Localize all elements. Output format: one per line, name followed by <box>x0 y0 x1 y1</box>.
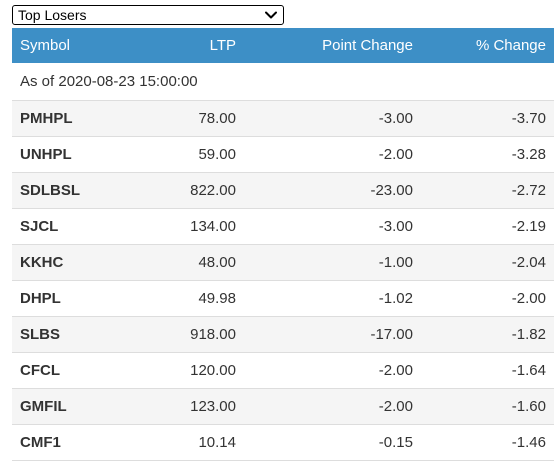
table-row: CMF1 10.14 -0.15 -1.46 <box>12 424 554 461</box>
cell-pct-change: -3.28 <box>421 136 554 173</box>
cell-ltp: 49.98 <box>130 280 244 317</box>
cell-symbol: UNHPL <box>12 136 130 173</box>
cell-point-change: -1.02 <box>244 280 421 317</box>
cell-ltp: 48.00 <box>130 244 244 281</box>
losers-table: Symbol LTP Point Change % Change As of 2… <box>12 28 554 461</box>
cell-pct-change: -3.70 <box>421 100 554 137</box>
table-row: PMHPL 78.00 -3.00 -3.70 <box>12 100 554 137</box>
cell-point-change: -3.00 <box>244 208 421 245</box>
cell-point-change: -3.00 <box>244 100 421 137</box>
header-symbol: Symbol <box>20 37 71 54</box>
cell-symbol: SLBS <box>12 316 130 353</box>
cell-symbol: GMFIL <box>12 388 130 425</box>
cell-pct-change: -2.04 <box>421 244 554 281</box>
cell-symbol: CFCL <box>12 352 130 389</box>
table-body: As of 2020-08-23 15:00:00 PMHPL 78.00 -3.0… <box>12 63 554 461</box>
cell-pct-change: -1.46 <box>421 424 554 461</box>
cell-ltp: 10.14 <box>130 424 244 461</box>
header-point-change: Point Change <box>322 37 413 54</box>
table-row: UNHPL 59.00 -2.00 -3.28 <box>12 136 554 173</box>
table-header-row: Symbol LTP Point Change % Change <box>12 28 554 63</box>
table-row: GMFIL 123.00 -2.00 -1.60 <box>12 388 554 425</box>
filter-select-value: Top Losers <box>18 7 87 23</box>
cell-symbol: KKHC <box>12 244 130 281</box>
chevron-down-icon <box>263 7 279 23</box>
cell-pct-change: -2.19 <box>421 208 554 245</box>
cell-point-change: -23.00 <box>244 172 421 209</box>
cell-pct-change: -1.64 <box>421 352 554 389</box>
table-row: CFCL 120.00 -2.00 -1.64 <box>12 352 554 389</box>
cell-pct-change: -1.60 <box>421 388 554 425</box>
cell-point-change: -2.00 <box>244 352 421 389</box>
cell-symbol: SJCL <box>12 208 130 245</box>
as-of-row: As of 2020-08-23 15:00:00 <box>12 63 554 101</box>
cell-ltp: 918.00 <box>130 316 244 353</box>
cell-pct-change: -1.82 <box>421 316 554 353</box>
table-row: SDLBSL 822.00 -23.00 -2.72 <box>12 172 554 209</box>
cell-ltp: 123.00 <box>130 388 244 425</box>
cell-symbol: PMHPL <box>12 100 130 137</box>
cell-pct-change: -2.72 <box>421 172 554 209</box>
table-row: SJCL 134.00 -3.00 -2.19 <box>12 208 554 245</box>
cell-point-change: -17.00 <box>244 316 421 353</box>
cell-ltp: 78.00 <box>130 100 244 137</box>
cell-point-change: -2.00 <box>244 136 421 173</box>
cell-symbol: CMF1 <box>12 424 130 461</box>
cell-ltp: 59.00 <box>130 136 244 173</box>
cell-ltp: 134.00 <box>130 208 244 245</box>
cell-point-change: -2.00 <box>244 388 421 425</box>
table-row: DHPL 49.98 -1.02 -2.00 <box>12 280 554 317</box>
table-row: SLBS 918.00 -17.00 -1.82 <box>12 316 554 353</box>
table-row: KKHC 48.00 -1.00 -2.04 <box>12 244 554 281</box>
cell-symbol: DHPL <box>12 280 130 317</box>
header-pct-change: % Change <box>475 37 546 54</box>
cell-point-change: -1.00 <box>244 244 421 281</box>
cell-pct-change: -2.00 <box>421 280 554 317</box>
as-of-timestamp: As of 2020-08-23 15:00:00 <box>12 63 554 101</box>
cell-symbol: SDLBSL <box>12 172 130 209</box>
filter-select[interactable]: Top Losers <box>12 5 284 25</box>
header-ltp: LTP <box>209 37 236 54</box>
cell-point-change: -0.15 <box>244 424 421 461</box>
cell-ltp: 822.00 <box>130 172 244 209</box>
cell-ltp: 120.00 <box>130 352 244 389</box>
